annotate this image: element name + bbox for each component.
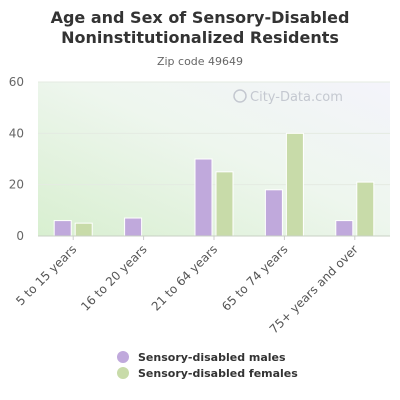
x-tick-label: 5 to 15 years (13, 242, 79, 308)
legend-item-females: Sensory-disabled females (117, 365, 298, 381)
bar-males[interactable] (194, 158, 213, 237)
y-tick-label: 60 (9, 75, 24, 89)
legend-swatch-males (117, 351, 129, 363)
watermark: City-Data.com (233, 89, 343, 105)
x-tick-label: 16 to 20 years (78, 242, 149, 313)
legend-item-males: Sensory-disabled males (117, 349, 298, 365)
x-tick-label: 21 to 64 years (149, 242, 220, 313)
bar-males[interactable] (335, 220, 354, 237)
bar-females[interactable] (74, 222, 93, 237)
watermark-text: City-Data.com (250, 90, 343, 105)
bar-males[interactable] (124, 217, 143, 237)
chart-subtitle: Zip code 49649 (156, 55, 244, 68)
y-tick-label: 0 (16, 229, 24, 243)
legend: Sensory-disabled males Sensory-disabled … (117, 349, 298, 381)
bar-females[interactable] (356, 181, 375, 237)
bar-females[interactable] (285, 132, 304, 237)
legend-label-males: Sensory-disabled males (138, 350, 286, 364)
legend-swatch-females (117, 367, 129, 379)
chart-title: Age and Sex of Sensory-Disabled Noninstit… (50, 8, 350, 47)
bar-females[interactable] (215, 171, 234, 237)
x-tick-label: 65 to 74 years (219, 242, 290, 313)
y-tick-label: 40 (9, 126, 24, 140)
legend-label-females: Sensory-disabled females (138, 366, 298, 380)
y-tick-label: 20 (9, 178, 24, 192)
bar-males[interactable] (53, 220, 72, 237)
plot-area (38, 82, 390, 236)
bar-males[interactable] (264, 189, 283, 237)
